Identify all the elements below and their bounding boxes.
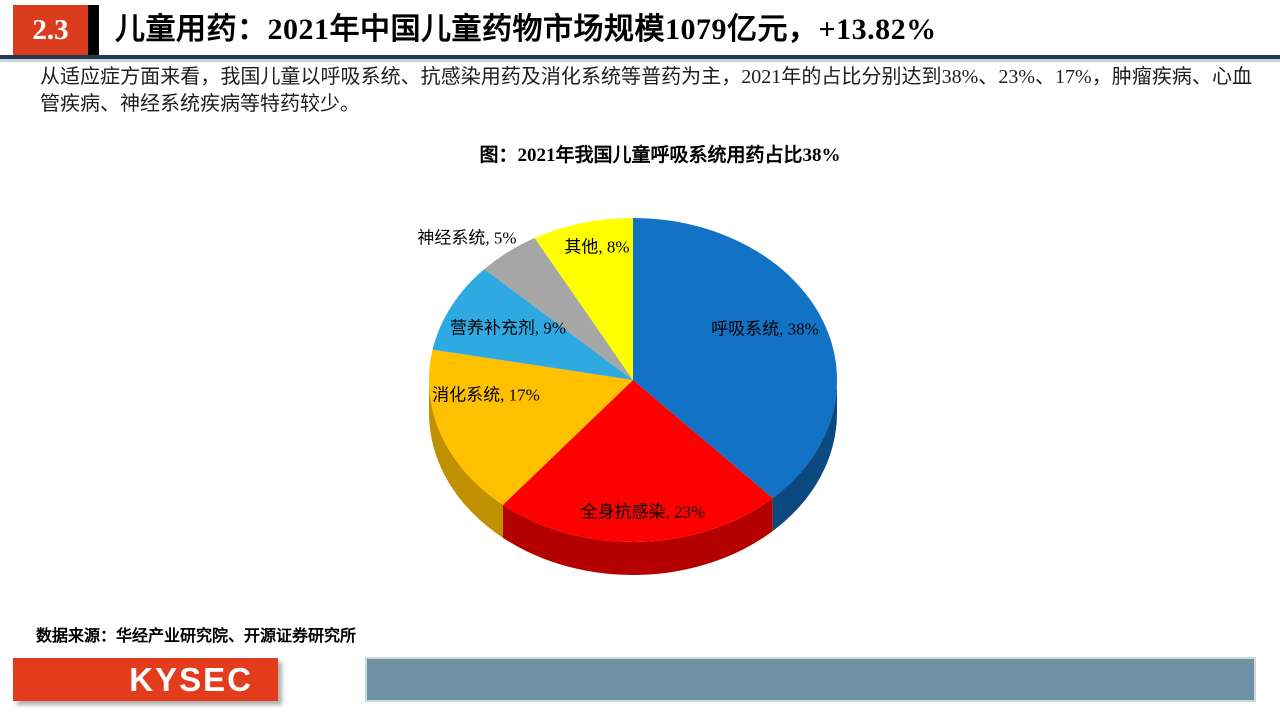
pie-slice-label: 其他, 8% (564, 237, 630, 257)
pie-slice-label: 营养补充剂, 9% (449, 318, 567, 338)
pie-slice-label: 全身抗感染, 23% (580, 502, 706, 522)
slide-title: 儿童用药：2021年中国儿童药物市场规模1079亿元，+13.82% (115, 13, 937, 46)
header-rule-light (0, 59, 1280, 62)
chart-title: 图：2021年我国儿童呼吸系统用药占比38% (479, 145, 841, 166)
data-source-note: 数据来源：华经产业研究院、开源证券研究所 (36, 628, 357, 645)
footer-accent-bar (365, 657, 1256, 702)
intro-paragraph: 从适应症方面来看，我国儿童以呼吸系统、抗感染用药及消化系统等普药为主，2021年… (40, 66, 1252, 115)
header-divider-bar (88, 5, 99, 55)
pie-slice-label: 呼吸系统, 38% (711, 319, 819, 339)
pie-slice-label: 神经系统, 5% (417, 228, 517, 248)
kysec-logo-box: KYSEC (13, 658, 278, 701)
kysec-logo-text: KYSEC (129, 660, 253, 698)
header-rule-dark (0, 55, 1280, 59)
section-number-badge: 2.3 (13, 5, 88, 55)
section-number: 2.3 (32, 13, 69, 46)
pie-slice-label: 消化系统, 17% (432, 385, 540, 405)
